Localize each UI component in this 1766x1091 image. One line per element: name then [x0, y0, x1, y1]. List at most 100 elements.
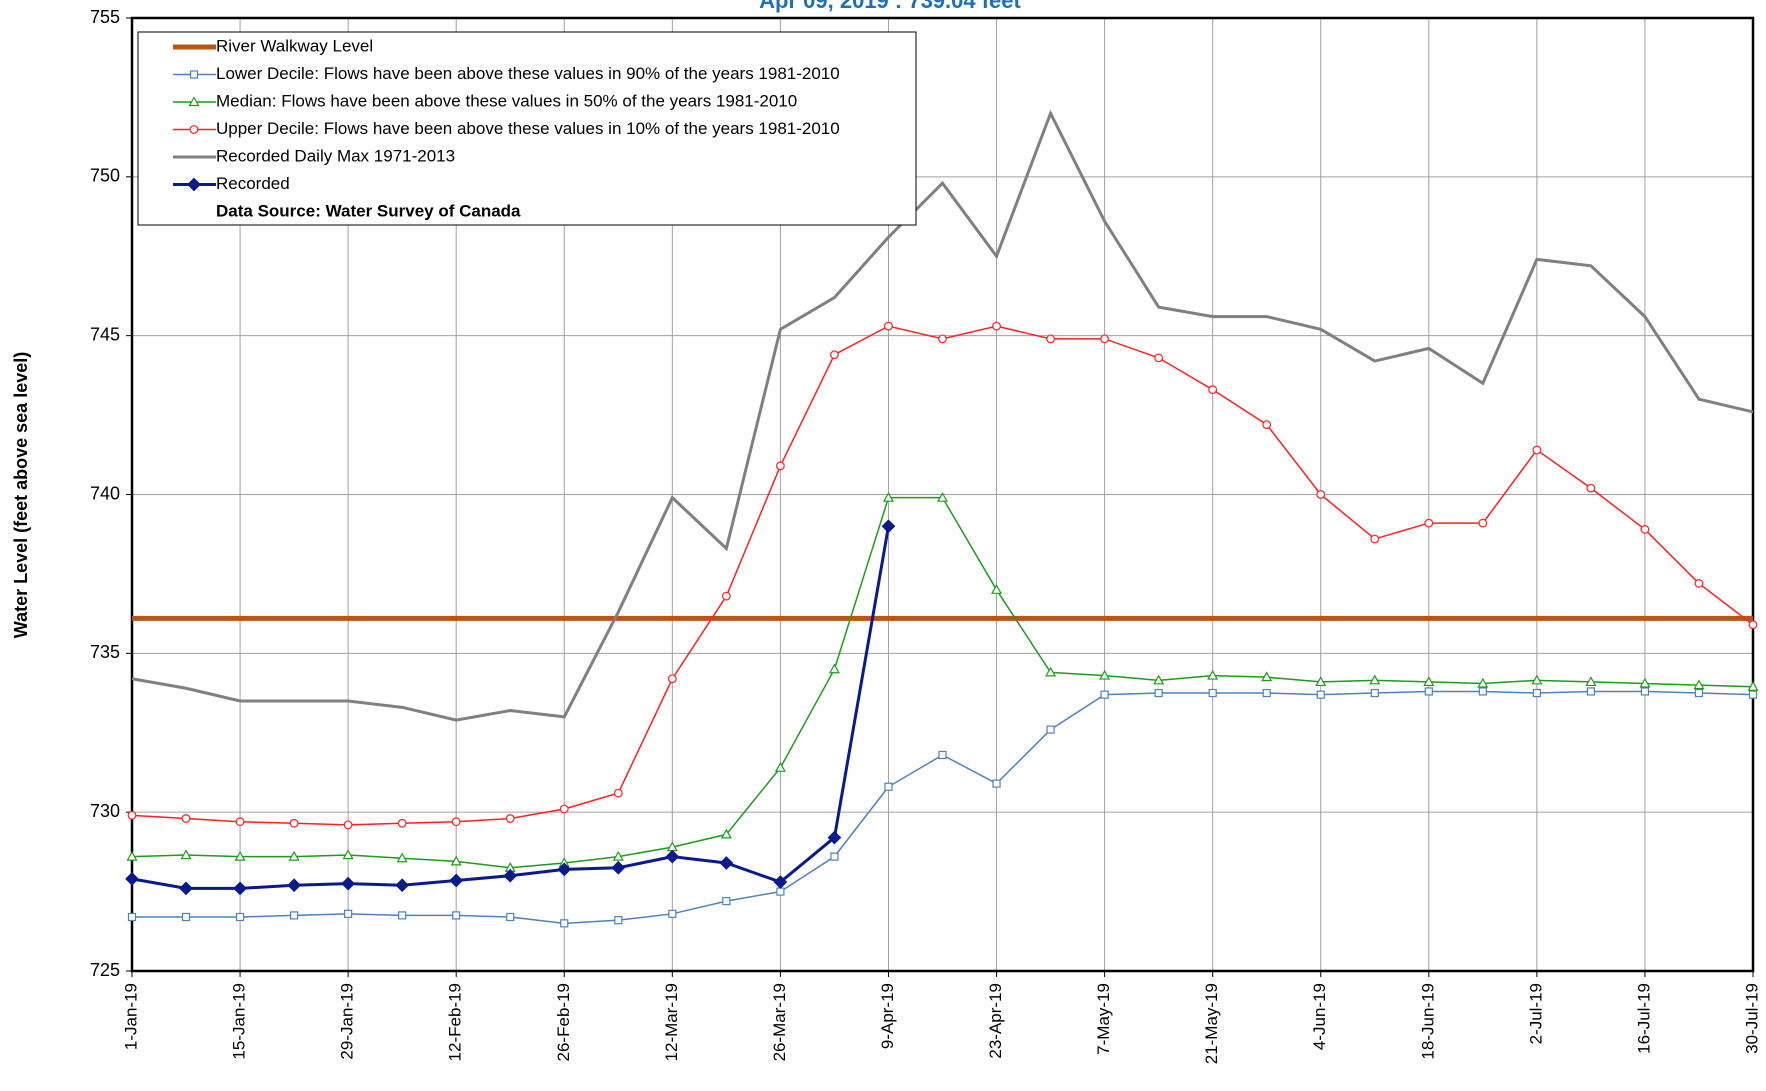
marker: [1045, 666, 1057, 677]
x-tick-label: 12-Feb-19: [446, 983, 465, 1061]
marker: [452, 911, 461, 920]
marker: [180, 849, 192, 860]
marker: [776, 461, 785, 471]
y-axis-label: Water Level (feet above sea level): [11, 352, 31, 638]
marker: [187, 177, 201, 192]
marker: [1586, 483, 1596, 493]
marker: [396, 852, 408, 863]
marker: [1316, 690, 1325, 699]
marker: [1154, 353, 1164, 363]
marker: [557, 862, 572, 877]
marker: [397, 818, 407, 828]
x-tick-label: 9-Apr-19: [878, 983, 897, 1049]
marker: [1640, 687, 1650, 696]
x-tick-label: 26-Feb-19: [554, 983, 573, 1061]
marker: [1153, 674, 1165, 685]
y-tick-label: 725: [90, 960, 120, 980]
x-tick-label: 23-Apr-19: [986, 983, 1005, 1059]
marker: [827, 830, 842, 845]
y-tick-label: 755: [90, 7, 120, 27]
marker: [991, 584, 1003, 594]
marker: [1478, 518, 1488, 528]
marker: [1208, 385, 1218, 395]
marker: [506, 912, 515, 922]
marker: [1424, 518, 1434, 528]
legend-label: River Walkway Level: [216, 36, 373, 55]
marker: [1046, 334, 1055, 344]
marker: [614, 916, 623, 925]
marker: [188, 96, 200, 107]
marker: [882, 491, 894, 502]
marker: [1694, 688, 1704, 698]
marker: [505, 814, 515, 823]
marker: [881, 519, 896, 534]
y-tick-label: 740: [90, 483, 120, 503]
marker: [290, 911, 299, 920]
marker: [1315, 676, 1327, 687]
x-tick-label: 15-Jan-19: [230, 983, 249, 1060]
marker: [450, 855, 462, 866]
chart-title: Apr 09, 2019 : 739.04 feet: [759, 0, 1021, 13]
legend-note: Data Source: Water Survey of Canada: [216, 201, 521, 220]
marker: [884, 321, 893, 331]
marker: [1477, 677, 1489, 688]
marker: [125, 872, 139, 886]
marker: [234, 850, 246, 861]
marker: [235, 817, 245, 827]
marker: [1478, 687, 1487, 696]
marker: [503, 868, 518, 883]
marker: [992, 779, 1001, 788]
y-tick-label: 730: [90, 801, 120, 821]
marker: [344, 909, 353, 918]
marker: [233, 881, 247, 896]
marker: [774, 761, 786, 772]
marker: [1585, 676, 1597, 687]
marker: [395, 878, 410, 893]
marker: [235, 912, 245, 922]
x-tick-label: 12-Mar-19: [662, 983, 681, 1061]
marker: [1207, 669, 1219, 680]
marker: [287, 878, 301, 893]
y-tick-label: 745: [90, 324, 120, 344]
x-tick-label: 16-Jul-19: [1634, 983, 1653, 1054]
marker: [1369, 674, 1381, 685]
marker: [830, 350, 839, 360]
marker: [992, 321, 1001, 331]
marker: [1370, 534, 1380, 544]
marker: [776, 887, 785, 896]
marker: [719, 856, 734, 870]
marker: [189, 125, 199, 134]
marker: [938, 334, 947, 344]
marker: [721, 591, 731, 601]
legend-label: Median: Flows have been above these valu…: [216, 91, 797, 110]
x-tick-label: 29-Jan-19: [338, 983, 357, 1060]
marker: [559, 804, 569, 814]
marker: [398, 911, 407, 920]
marker: [936, 491, 949, 502]
marker: [449, 873, 464, 888]
x-tick-label: 26-Mar-19: [770, 983, 789, 1061]
marker: [1748, 620, 1758, 630]
marker: [830, 852, 839, 861]
x-tick-label: 18-Jun-19: [1418, 983, 1437, 1060]
marker: [181, 912, 191, 922]
x-tick-label: 2-Jul-19: [1526, 983, 1545, 1044]
legend-box: [137, 31, 917, 226]
x-tick-label: 4-Jun-19: [1310, 983, 1329, 1050]
marker: [668, 909, 677, 918]
marker: [560, 919, 569, 928]
marker: [612, 850, 624, 861]
marker: [1262, 688, 1271, 698]
marker: [1261, 671, 1273, 682]
marker: [1100, 334, 1109, 344]
marker: [1423, 676, 1435, 687]
marker: [665, 849, 680, 864]
marker: [1639, 677, 1651, 688]
x-tick-label: 1-Jan-19: [121, 983, 140, 1050]
marker: [341, 876, 355, 891]
marker: [451, 817, 461, 827]
marker: [611, 860, 626, 875]
marker: [126, 850, 138, 861]
marker: [288, 850, 300, 861]
marker: [181, 814, 191, 823]
